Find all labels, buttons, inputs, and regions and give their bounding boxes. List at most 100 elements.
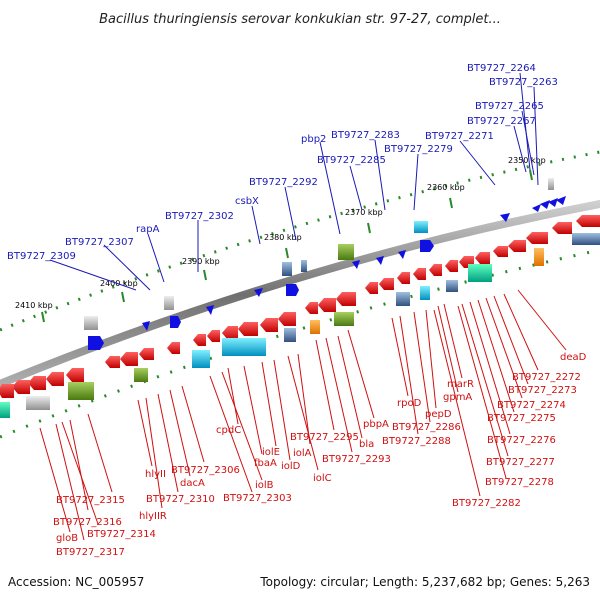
gene-label: BT9727_2295 [290, 432, 359, 443]
reverse-gene [576, 215, 600, 227]
feature-block [310, 320, 320, 334]
feature-block [396, 292, 410, 306]
gene-label: BT9727_2286 [392, 422, 461, 433]
feature-block [68, 382, 94, 400]
gene-label: pbp2 [301, 134, 326, 145]
page-title: Bacillus thuringiensis serovar konkukian… [99, 12, 501, 27]
reverse-strand-features [0, 215, 600, 398]
leader-line [273, 359, 291, 461]
forward-gene [88, 336, 104, 350]
leader-line [533, 86, 539, 186]
kbp-label-2360: 2360 kbp [427, 183, 465, 192]
forward-gene [352, 260, 360, 269]
gene-label: dacA [180, 478, 205, 489]
reverse-gene [0, 384, 14, 398]
leader-line [103, 244, 151, 291]
gene-label: BT9727_2271 [425, 131, 494, 142]
reverse-gene [413, 268, 426, 280]
feature-block [84, 316, 98, 330]
gene-label: BT9727_2314 [87, 529, 156, 540]
gene-label: iolB [255, 480, 274, 491]
leader-line [517, 289, 567, 351]
leader-line [425, 309, 437, 409]
leader-line [61, 421, 99, 525]
leader-line [137, 399, 153, 467]
gene-label: BT9727_2317 [56, 547, 125, 558]
leader-line [513, 125, 527, 173]
leader-line [261, 361, 277, 447]
feature-block [192, 350, 210, 368]
leader-line [459, 140, 496, 186]
feature-block [446, 280, 458, 292]
reverse-gene [429, 264, 442, 276]
leader-line [209, 375, 253, 493]
gene-label: BT9727_2310 [146, 494, 215, 505]
gene-label: BT9727_2288 [382, 436, 451, 447]
reverse-gene [207, 330, 220, 342]
reverse-gene [445, 260, 458, 272]
reverse-gene [139, 348, 154, 360]
leader-line [227, 367, 239, 425]
forward-gene [532, 204, 541, 212]
gene-label: BT9727_2316 [53, 517, 122, 528]
forward-gene [170, 316, 181, 328]
kbp-tick-2380 [285, 247, 289, 259]
leader-line [413, 311, 431, 423]
gene-label: BT9727_2276 [487, 435, 556, 446]
leader-line [519, 72, 531, 171]
reverse-gene [260, 318, 278, 332]
leader-line [169, 389, 191, 477]
leader-line [413, 153, 419, 211]
gene-label: BT9727_2283 [331, 130, 400, 141]
feature-block [334, 312, 354, 326]
leader-line [87, 413, 113, 493]
leader-line [243, 365, 263, 455]
leader-line [221, 371, 263, 481]
leader-line [181, 385, 205, 463]
gene-label: rpoD [397, 398, 422, 409]
gene-label: cpdC [216, 425, 241, 436]
leader-line [399, 315, 419, 435]
forward-strand-features [88, 196, 566, 350]
leader-line [251, 205, 261, 245]
forward-gene [286, 284, 299, 296]
kbp-label-2350: 2350 kbp [508, 156, 546, 165]
reverse-gene [66, 368, 84, 382]
gene-label: pbpA [363, 419, 389, 430]
leader-line [374, 139, 386, 211]
gene-label: BT9727_2273 [508, 385, 577, 396]
gene-label: BT9727_2306 [171, 465, 240, 476]
gene-label: BT9727_2267 [467, 116, 536, 127]
reverse-gene [46, 372, 64, 386]
feature-block [301, 260, 307, 272]
gene-label: BT9727_2302 [165, 211, 234, 222]
feature-block [222, 338, 266, 356]
gene-label: BT9727_2264 [467, 63, 536, 74]
gene-label: BT9727_2285 [317, 155, 386, 166]
kbp-tick-2390 [203, 269, 207, 281]
leader-line [461, 303, 509, 457]
leader-line [297, 353, 311, 445]
gene-label: BT9727_2303 [223, 493, 292, 504]
leader-line [157, 393, 179, 493]
gene-label: fbaA [254, 458, 277, 469]
gene-label: rapA [136, 224, 160, 235]
reverse-gene [120, 352, 138, 366]
leader-line [145, 397, 163, 509]
reverse-gene [222, 326, 238, 340]
gene-label: marR [447, 379, 474, 390]
reverse-gene [28, 376, 46, 390]
feature-block [164, 296, 174, 310]
kbp-tick-2400 [121, 291, 125, 303]
kbp-label-2390: 2390 kbp [182, 257, 220, 266]
forward-gene [540, 200, 550, 209]
feature-block [284, 328, 296, 342]
forward-gene [500, 213, 510, 222]
genome-summary-text: Topology: circular; Length: 5,237,682 bp… [259, 575, 590, 589]
forward-gene [254, 288, 263, 297]
gene-label: csbX [235, 196, 259, 207]
gene-label: BT9727_2282 [452, 498, 521, 509]
leader-line [437, 305, 459, 393]
